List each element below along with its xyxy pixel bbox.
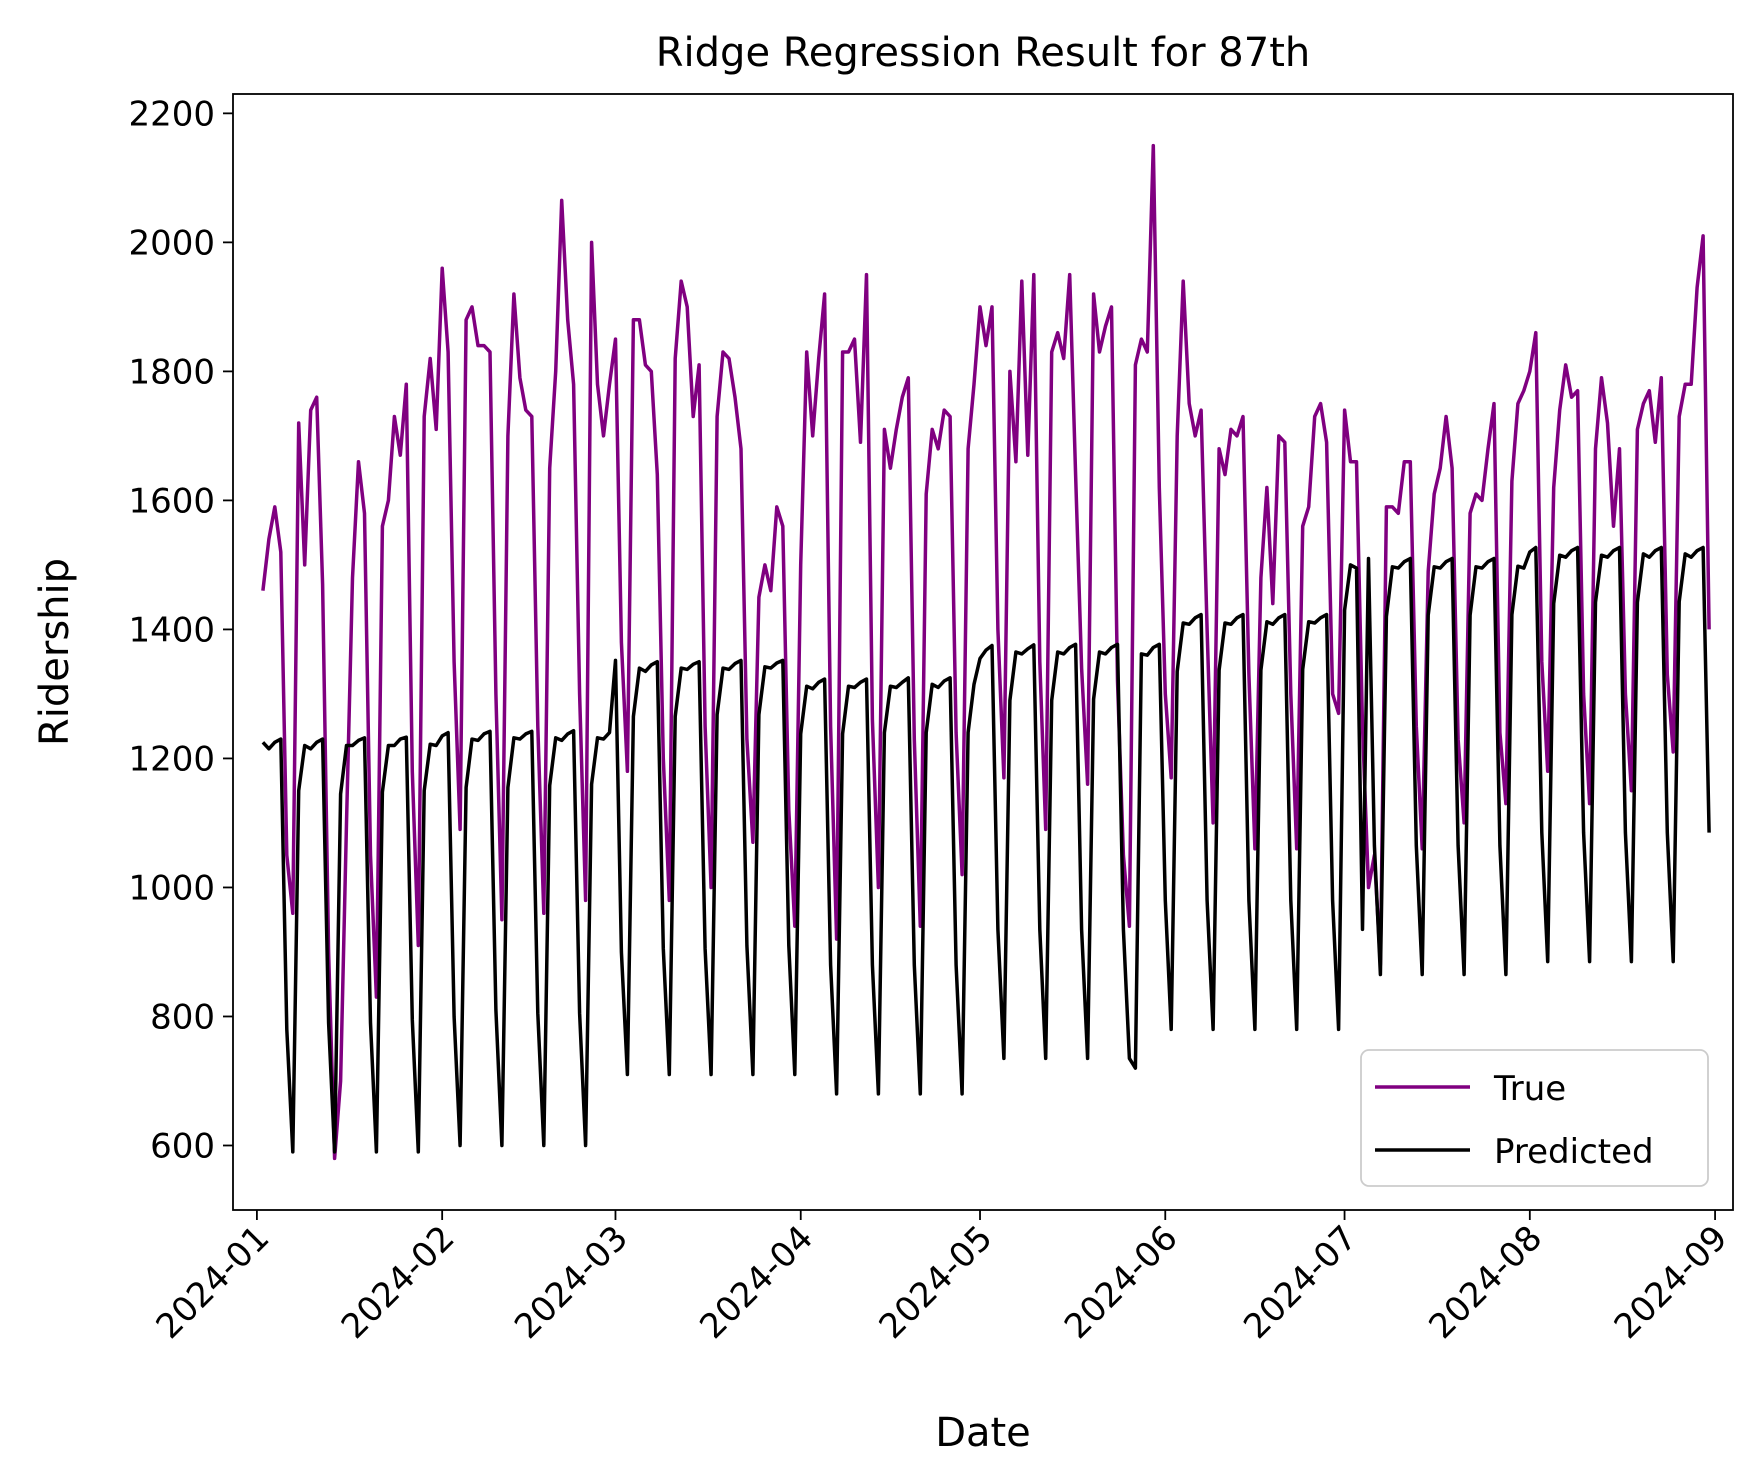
y-axis-label: Ridership [32, 558, 78, 746]
y-tick-label: 2000 [128, 223, 215, 263]
y-axis: 600 800 1000 1200 1400 1600 1800 2000 2200 [128, 94, 233, 1166]
y-tick-label: 800 [150, 997, 215, 1037]
series-line-predicted [261, 545, 1711, 1154]
y-tick-label: 1000 [128, 868, 215, 908]
y-tick-label: 1400 [128, 610, 215, 650]
legend-label-true: True [1493, 1069, 1566, 1109]
legend-label-predicted: Predicted [1494, 1132, 1654, 1172]
plot-frame [232, 93, 1734, 1211]
y-tick-label: 1600 [128, 481, 215, 521]
y-tick-label: 2200 [128, 94, 215, 134]
x-axis-label: Date [935, 1410, 1031, 1456]
legend-frame [1360, 1049, 1709, 1187]
y-tick-label: 600 [150, 1126, 215, 1166]
series-line-true [261, 143, 1711, 1161]
legend: True Predicted [1360, 1049, 1709, 1187]
y-tick-label: 1800 [128, 352, 215, 392]
chart-title: Ridge Regression Result for 87th [656, 30, 1310, 76]
series-layer [261, 143, 1711, 1161]
y-tick-label: 1200 [128, 739, 215, 779]
